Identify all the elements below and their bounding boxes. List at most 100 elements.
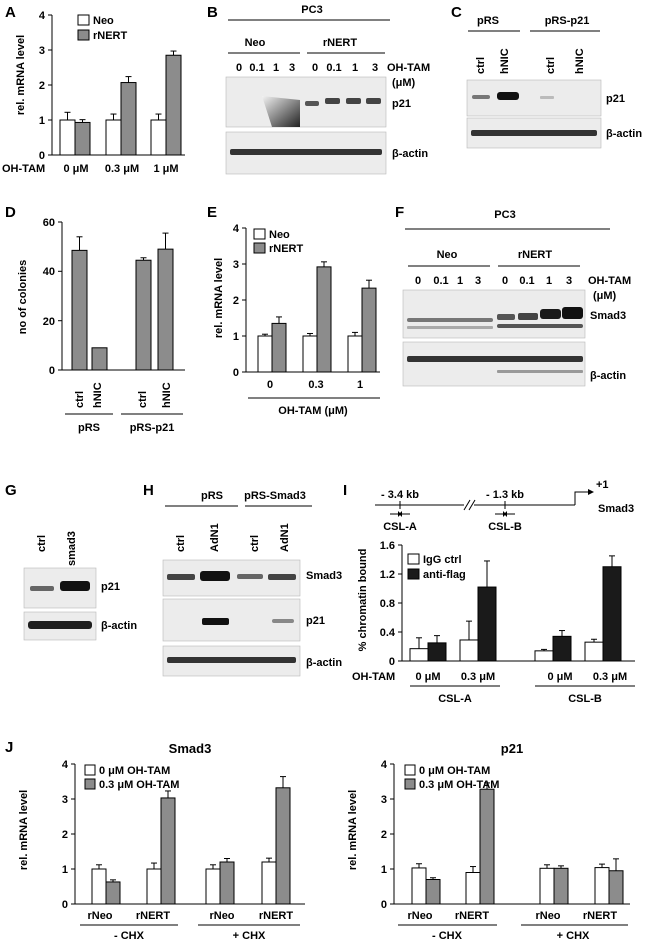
bar-e-s1-c0 [271, 322, 287, 373]
panel-j-yticks: 0 1 2 3 4 [381, 759, 394, 911]
bar-j-p21-s1-c3 [608, 870, 624, 905]
lane-label: ctrl [475, 57, 487, 74]
legend-swatch-rnert [253, 242, 266, 254]
panel-d-xtick: ctrl [74, 391, 86, 408]
lane-label: hNIC [499, 48, 511, 74]
panel-b: B PC3 Neo rNERT 0 0.1 1 3 0 0.1 1 3 OH-T… [207, 4, 430, 175]
panel-e-xtitle: OH-TAM (μM) [278, 405, 348, 417]
panel-d: D no of colonies 0 20 40 60 ctrl hNIC ct… [5, 204, 185, 434]
panel-a-ytick: 2 [39, 80, 45, 92]
panel-g-p21-bands [30, 581, 90, 591]
legend-label-0um: 0 μM OH-TAM [99, 765, 170, 777]
primer-arrows-icon [390, 511, 515, 517]
lane-label: 1 [273, 62, 279, 74]
panel-j-xtick: rNERT [583, 910, 618, 922]
bar-i-s0-c3 [584, 641, 604, 662]
panel-j-ytick: 0 [62, 899, 68, 911]
panel-f-group: rNERT [518, 249, 553, 261]
bar-d-s0-c0 [71, 249, 88, 371]
site-a-label: CSL-A [383, 521, 417, 533]
panel-j-group: + CHX [557, 930, 590, 941]
panel-label-f: F [395, 204, 404, 221]
panel-f-smad3-bands [407, 307, 583, 329]
panel-f-lanes: 0 0.1 1 3 0 0.1 1 3 [415, 275, 572, 287]
panel-h: H pRS pRS-Smad3 ctrl AdN1 ctrl AdN1 Smad… [143, 482, 342, 677]
band-label-actin: β-actin [392, 148, 428, 160]
panel-j-ylabel: rel. mRNA level [18, 790, 30, 870]
lane-label: ctrl [545, 57, 557, 74]
panel-d-group: pRS-p21 [130, 422, 175, 434]
panel-b-actin-bands [230, 149, 382, 155]
lane-label: 0.1 [249, 62, 264, 74]
lane-label: AdN1 [209, 523, 221, 552]
panel-a-ytick: 3 [39, 45, 45, 57]
band-label-p21: p21 [306, 615, 325, 627]
panel-e-ytick: 4 [233, 223, 240, 235]
gene-label: Smad3 [598, 503, 634, 515]
bar-a-s1-c0 [74, 121, 91, 156]
lane-label: 1 [546, 275, 552, 287]
panel-a: A rel. mRNA level 0 1 2 3 4 Neo rNERT OH… [2, 4, 185, 175]
panel-label-b: B [207, 4, 218, 21]
legend-label-igg: IgG ctrl [423, 554, 462, 566]
panel-j: J Smad3 rel. mRNA level 0 1 2 3 4 0 μM O… [5, 739, 630, 941]
site-b-distance: - 1.3 kb [486, 489, 524, 501]
legend-swatch-0um [84, 764, 96, 776]
panel-d-xtick: hNIC [92, 382, 104, 408]
panel-i-xtick: 0.3 μM [461, 671, 495, 683]
bar-j-smad3-s1-c3 [275, 787, 291, 905]
legend-label-neo: Neo [93, 15, 114, 27]
panel-d-yticks: 0 20 40 60 [43, 217, 62, 377]
panel-j-smad3-bars [91, 776, 291, 905]
panel-i-xtick: 0 μM [547, 671, 572, 683]
panel-i-ytick: 0 [389, 656, 395, 668]
legend-swatch-neo [253, 228, 266, 240]
panel-e-xtick: 1 [357, 379, 363, 391]
band-label-p21: p21 [101, 581, 120, 593]
panel-j-ytick: 3 [381, 794, 387, 806]
panel-d-ytick: 0 [49, 365, 55, 377]
bar-a-s0-c2 [150, 119, 167, 156]
panel-i-xtick: 0 μM [415, 671, 440, 683]
panel-e-ylabel: rel. mRNA level [213, 258, 225, 338]
panel-a-xtick: 0 μM [63, 163, 88, 175]
legend-swatch-0um [404, 764, 416, 776]
lane-label: 3 [289, 62, 295, 74]
bar-i-s1-c2 [552, 635, 572, 662]
bar-j-smad3-s1-c0 [105, 881, 121, 905]
panel-f: F PC3 Neo rNERT 0 0.1 1 3 0 0.1 1 3 OH-T… [395, 204, 631, 387]
panel-c-group: pRS-p21 [545, 15, 590, 27]
panel-a-yticks: 0 1 2 3 4 [39, 10, 52, 162]
lane-label: 0 [236, 62, 242, 74]
bar-j-smad3-s1-c2 [219, 861, 235, 905]
panel-label-c: C [451, 4, 462, 21]
bar-a-s1-c1 [120, 82, 137, 156]
lane-label: ctrl [36, 535, 48, 552]
legend-swatch-03um [404, 778, 416, 790]
panel-d-ytick: 60 [43, 217, 55, 229]
band-label-p21: p21 [392, 98, 411, 110]
site-b-label: CSL-B [488, 521, 522, 533]
bar-e-s1-c1 [316, 266, 332, 373]
blot-membrane-actin [402, 341, 586, 387]
panel-f-actin-bands [407, 356, 583, 373]
panel-j-ylabel: rel. mRNA level [347, 790, 359, 870]
panel-e-ytick: 3 [233, 259, 239, 271]
panel-label-e: E [207, 204, 217, 221]
panel-d-ylabel: no of colonies [17, 260, 29, 335]
bar-i-s1-c3 [602, 566, 622, 662]
panel-j-p21-chart: p21 rel. mRNA level 0 1 2 3 4 0 μM OH-TA… [347, 741, 630, 941]
panel-j-xtick: rNeo [535, 910, 560, 922]
panel-i-xtitle: OH-TAM [352, 671, 395, 683]
bar-d-s0-c2 [135, 259, 152, 371]
panel-e-ytick: 0 [233, 367, 239, 379]
legend-swatch-flag [407, 568, 420, 580]
panel-i-group: CSL-A [438, 693, 472, 705]
panel-b-treatment: OH-TAM [387, 62, 430, 74]
panel-c-group: pRS [477, 15, 499, 27]
bar-d-s0-c1 [91, 347, 108, 371]
panel-f-group: Neo [437, 249, 458, 261]
panel-j-smad3-chart: Smad3 rel. mRNA level 0 1 2 3 4 0 μM OH-… [18, 741, 305, 941]
panel-label-a: A [5, 4, 16, 21]
bar-j-p21-s0-c2 [539, 867, 555, 905]
